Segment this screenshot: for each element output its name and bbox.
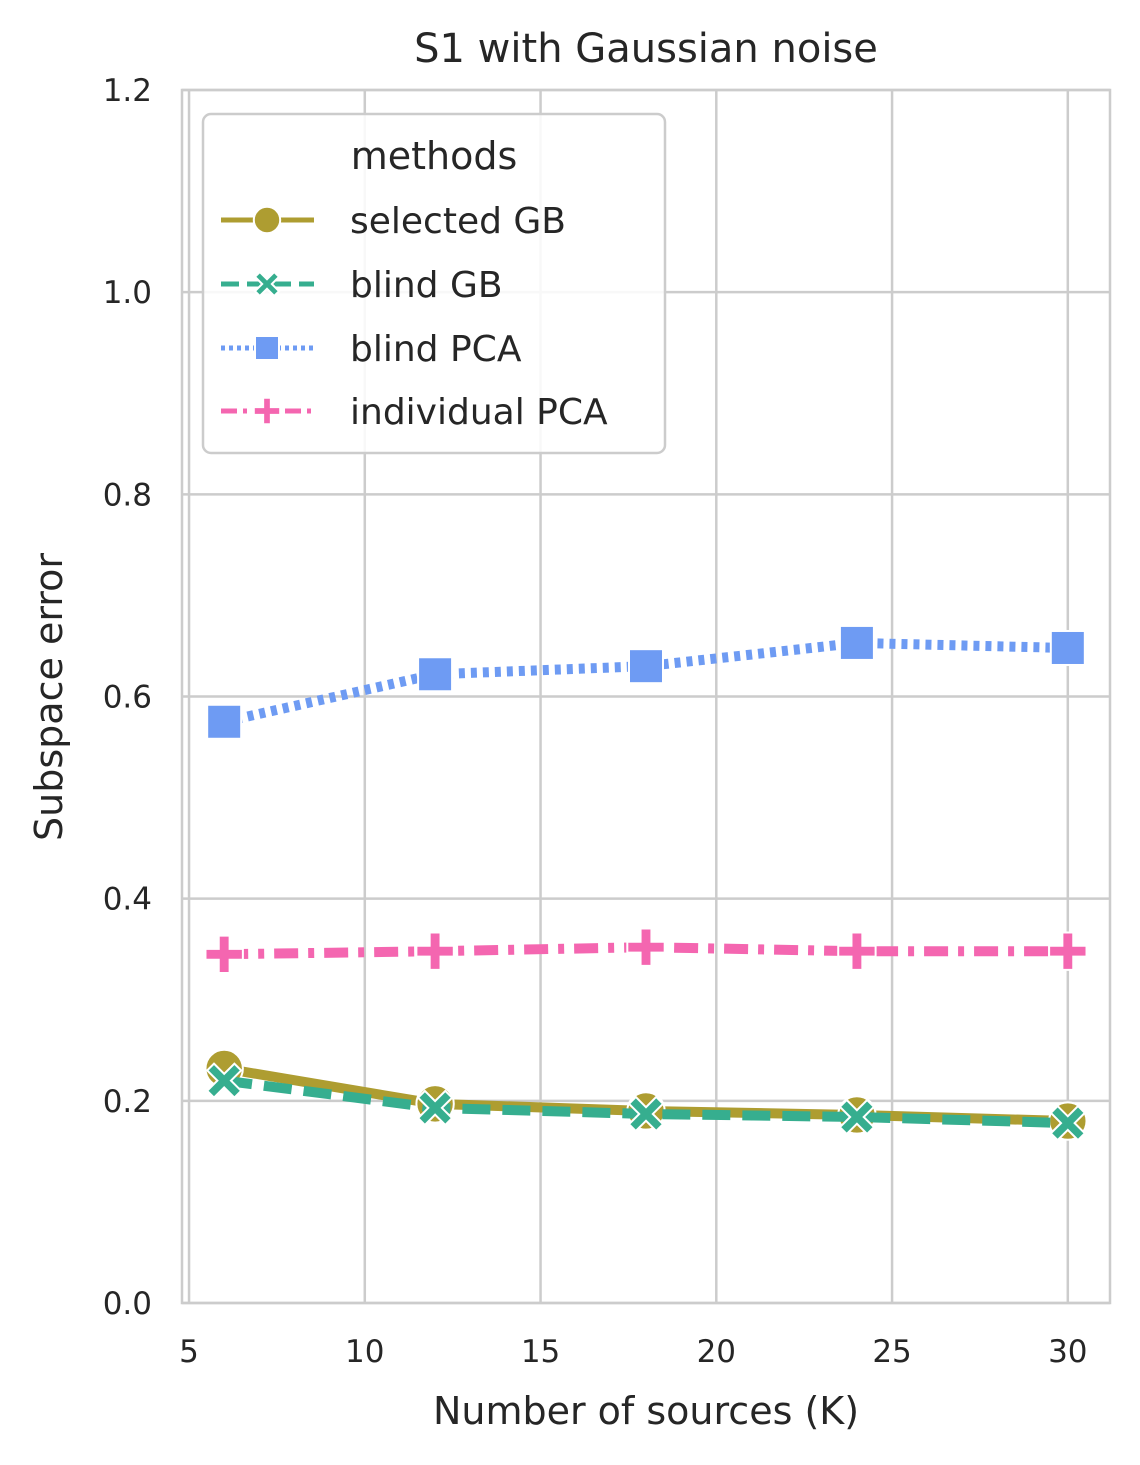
x-tick-label: 20 (697, 1334, 736, 1370)
marker-plus (837, 931, 877, 971)
series-individual-pca (204, 927, 1088, 974)
legend-item: individual PCA (221, 392, 608, 433)
marker-plus (204, 934, 244, 974)
series-line (223, 637, 1068, 727)
marker-square (1049, 629, 1086, 666)
marker-x (838, 1098, 876, 1136)
x-tick-label: 5 (179, 1334, 199, 1370)
y-tick-label: 0.6 (103, 680, 152, 716)
legend-item: selected GB (221, 201, 566, 242)
marker-x (627, 1095, 665, 1133)
legend-label: individual PCA (350, 392, 608, 433)
x-tick-label: 10 (345, 1334, 384, 1370)
legend-label: blind GB (350, 265, 503, 306)
x-tick-label: 25 (872, 1334, 911, 1370)
legend-title: methods (351, 134, 518, 178)
legend-label: blind PCA (350, 329, 522, 370)
marker-plus (626, 927, 666, 967)
series-blind-gb (205, 1062, 1087, 1142)
y-axis: 0.0 0.2 0.4 0.6 0.8 1.0 1.2 (103, 73, 152, 1322)
marker-plus (415, 931, 455, 971)
legend-box (201, 112, 667, 455)
legend-label: selected GB (350, 201, 566, 242)
series-layer (204, 624, 1088, 1142)
legend-item: blind GB (221, 265, 503, 306)
y-tick-label: 1.2 (103, 73, 152, 109)
x-tick-label: 15 (521, 1334, 560, 1370)
marker-square (628, 648, 664, 685)
x-axis: 5 10 15 20 25 30 (179, 1334, 1087, 1370)
marker-circle (252, 205, 282, 235)
marker-x (1049, 1104, 1087, 1142)
y-tick-label: 0.2 (103, 1084, 152, 1120)
legend: methods selected GB blind GB blind PCA indi… (201, 112, 667, 455)
legend-item: blind PCA (221, 329, 522, 370)
x-tick-label: 30 (1048, 1334, 1087, 1370)
y-tick-label: 1.0 (103, 275, 152, 311)
legend-items: selected GB blind GB blind PCA individual P… (221, 201, 608, 433)
marker-x (416, 1089, 454, 1127)
marker-x (205, 1062, 243, 1100)
marker-plus (1048, 931, 1088, 971)
y-tick-label: 0.0 (103, 1286, 152, 1322)
chart-title: S1 with Gaussian noise (414, 26, 878, 72)
marker-plus (252, 396, 282, 426)
series-blind-pca (206, 624, 1086, 740)
y-tick-label: 0.4 (103, 882, 152, 918)
x-axis-title: Number of sources (K) (433, 1389, 859, 1433)
marker-x (253, 270, 281, 298)
y-tick-label: 0.8 (103, 477, 152, 513)
y-axis-title: Subspace error (27, 553, 71, 841)
marker-square (838, 624, 875, 661)
plot-frame (180, 88, 1112, 1305)
marker-square (417, 656, 454, 693)
marker-square (206, 703, 243, 740)
marker-square (254, 335, 280, 361)
